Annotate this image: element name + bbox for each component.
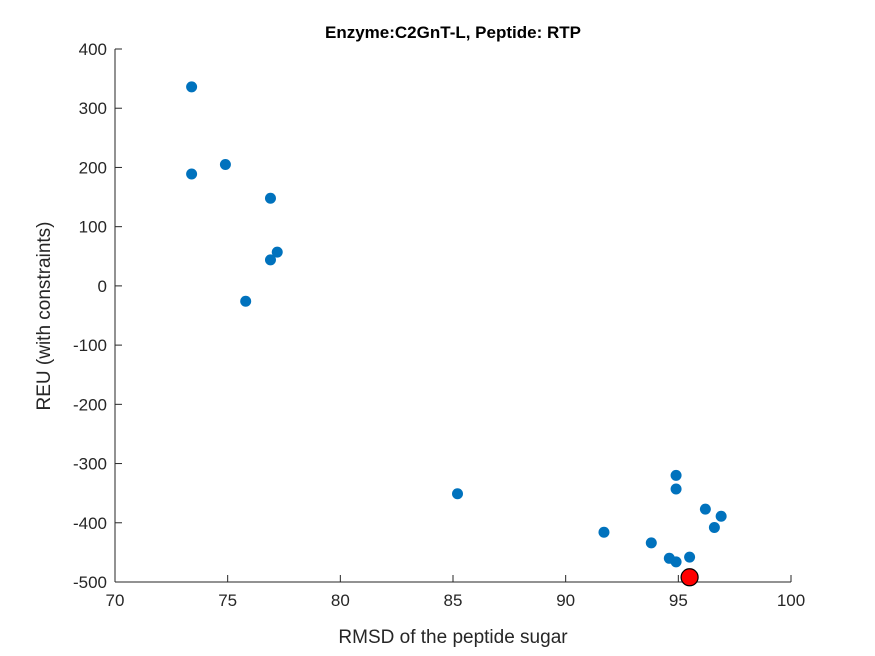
data-point: [715, 510, 727, 522]
data-point: [670, 556, 682, 568]
data-point: [264, 192, 276, 204]
y-tick-label: -400: [73, 514, 107, 533]
x-tick-label: 100: [777, 591, 805, 610]
x-tick-label: 80: [331, 591, 350, 610]
data-point: [598, 526, 610, 538]
data-point: [264, 254, 276, 266]
data-point: [186, 168, 198, 180]
axes: 70 75 80 85 90 95 100 -500 -400 -300 -200 -100 0 100 2…: [73, 40, 805, 610]
data-point: [240, 295, 252, 307]
y-tick-label: -200: [73, 395, 107, 414]
data-point: [645, 537, 657, 549]
y-tick-label: -100: [73, 336, 107, 355]
y-tick-label: -500: [73, 573, 107, 592]
y-tick-label: 0: [98, 277, 107, 296]
x-tick-label: 95: [669, 591, 688, 610]
x-tick-label: 85: [444, 591, 463, 610]
y-tick-label: 200: [79, 158, 107, 177]
data-point: [699, 503, 711, 515]
y-tick-label: 300: [79, 99, 107, 118]
data-points: [186, 81, 727, 587]
data-point: [670, 469, 682, 481]
x-tick-label: 90: [556, 591, 575, 610]
data-point: [452, 488, 464, 500]
y-tick-label: 100: [79, 218, 107, 237]
data-point: [271, 246, 283, 258]
y-tick-label: -300: [73, 455, 107, 474]
x-tick-label: 70: [106, 591, 125, 610]
data-point: [219, 158, 231, 170]
data-point: [670, 483, 682, 495]
chart-title: Enzyme:C2GnT-L, Peptide: RTP: [325, 23, 581, 42]
y-axis-label: REU (with constraints): [34, 222, 55, 411]
data-point: [186, 81, 198, 93]
y-tick-label: 400: [79, 40, 107, 59]
data-point: [684, 551, 696, 563]
data-point: [708, 522, 720, 534]
x-tick-label: 75: [218, 591, 237, 610]
highlighted-point: [680, 568, 699, 587]
x-axis-label: RMSD of the peptide sugar: [338, 627, 568, 648]
